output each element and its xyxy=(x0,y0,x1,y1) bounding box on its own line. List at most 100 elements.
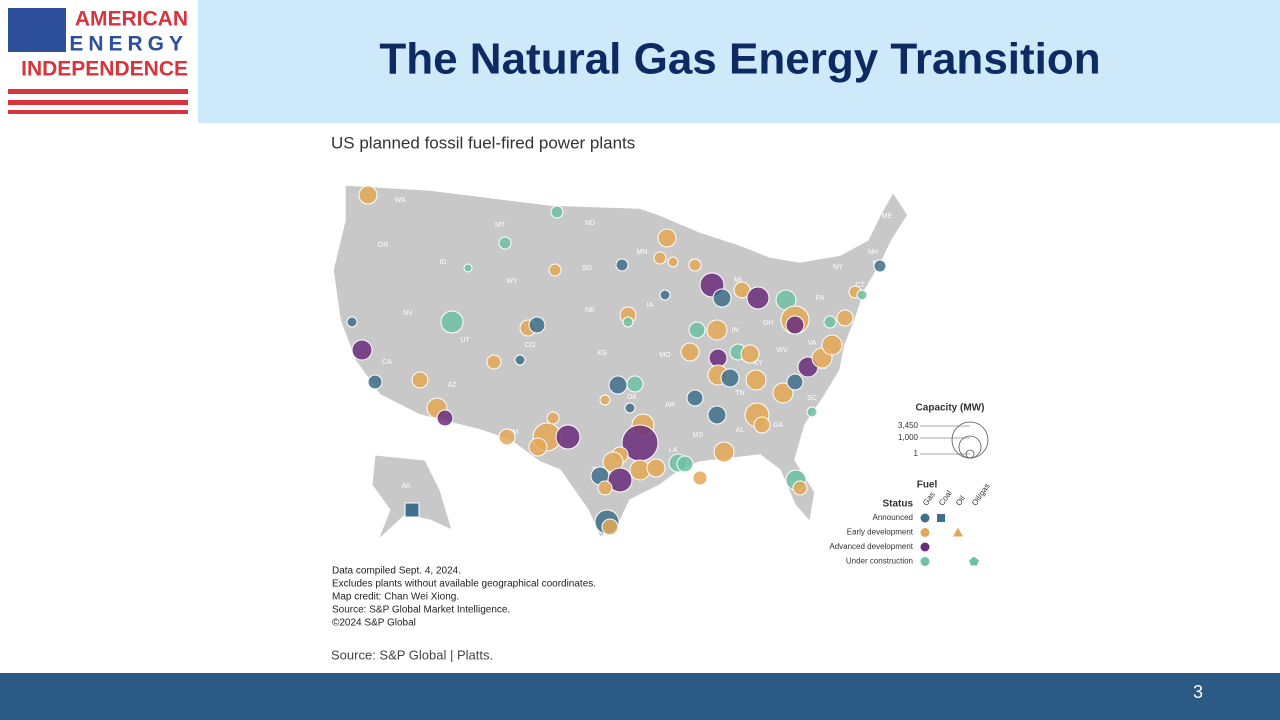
logo-line: INDEPENDENCE xyxy=(21,58,188,81)
plant-bubble xyxy=(608,375,628,395)
plant-bubble xyxy=(836,309,854,327)
state-label: ND xyxy=(585,220,595,227)
plant-bubble xyxy=(607,467,633,493)
map-title: US planned fossil fuel-fired power plant… xyxy=(331,133,635,152)
state-label: VT xyxy=(856,239,866,246)
plant-bubble xyxy=(707,405,727,425)
plant-bubble xyxy=(667,256,679,268)
plant-bubble xyxy=(746,286,770,310)
state-label: WV xyxy=(776,347,788,354)
state-label: ME xyxy=(882,213,893,220)
state-label: MT xyxy=(495,222,506,229)
state-label: NH xyxy=(868,249,878,256)
slide-title: The Natural Gas Energy Transition xyxy=(379,35,1100,84)
legend-marker xyxy=(920,542,930,552)
note-line: Map credit: Chan Wei Xiong. xyxy=(332,592,459,603)
plant-bubble xyxy=(653,251,667,265)
legend-marker xyxy=(920,513,930,523)
state-label: NV xyxy=(403,310,413,317)
status-label: Announced xyxy=(873,513,913,522)
capacity-circle xyxy=(951,421,989,459)
plant-bubble xyxy=(713,441,735,463)
fuel-label: Oil xyxy=(954,494,967,507)
header-band xyxy=(198,0,1280,123)
capacity-label: 1 xyxy=(914,449,919,458)
plant-bubble xyxy=(599,394,611,406)
plant-bubble xyxy=(555,424,581,450)
plant-bubble xyxy=(753,416,771,434)
plant-bubble xyxy=(411,371,429,389)
state-label: AK xyxy=(401,483,411,490)
plant-bubble xyxy=(486,354,502,370)
plant-bubble xyxy=(514,354,526,366)
plant-bubble xyxy=(740,344,760,364)
fuel-label: Gas xyxy=(921,490,937,507)
state-label: UT xyxy=(460,337,470,344)
state-label: KY xyxy=(753,360,763,367)
state-label: AR xyxy=(665,402,675,409)
state-label: CT xyxy=(855,282,865,289)
state-label: ID xyxy=(440,259,447,266)
plant-bubble xyxy=(436,409,454,427)
legend-title: Capacity (MW) xyxy=(916,403,985,414)
note-line: Excludes plants without available geogra… xyxy=(332,579,596,590)
page-number: 3 xyxy=(1193,682,1203,702)
plant-bubble xyxy=(821,334,843,356)
state-label: SD xyxy=(582,265,592,272)
plant-bubble xyxy=(601,518,619,536)
plant-bubble xyxy=(688,321,706,339)
status-label: Under construction xyxy=(846,557,913,566)
state-label: MI xyxy=(734,277,742,284)
logo-line: ENERGY xyxy=(69,33,188,56)
status-label: Early development xyxy=(847,528,914,537)
plant-bubble xyxy=(463,263,473,273)
status-label: Advanced development xyxy=(829,542,913,551)
plant-bubble xyxy=(785,315,805,335)
plant-bubble xyxy=(346,316,358,328)
state-label: OR xyxy=(378,242,389,249)
plant-bubble xyxy=(367,374,383,390)
legend-marker xyxy=(969,556,979,566)
plant-bubble xyxy=(440,310,464,334)
plant-bubble xyxy=(548,263,562,277)
plant-bubble xyxy=(528,316,546,334)
state-label: GA xyxy=(773,422,783,429)
state-label: NY xyxy=(833,264,843,271)
plant-bubble xyxy=(498,428,516,446)
note-line: Data compiled Sept. 4, 2024. xyxy=(332,566,461,577)
plant-bubble xyxy=(358,185,378,205)
plant-bubble xyxy=(646,458,666,478)
legend-title: Fuel xyxy=(917,480,938,491)
plant-bubble xyxy=(626,375,644,393)
plant-bubble xyxy=(615,258,629,272)
plant-bubble xyxy=(745,369,767,391)
state-label: CO xyxy=(525,342,536,349)
flag xyxy=(8,8,66,52)
state-label: OK xyxy=(627,394,637,401)
source: Source: S&P Global | Platts. xyxy=(331,647,493,662)
plant-bubble xyxy=(823,315,837,329)
plant-bubble xyxy=(351,339,373,361)
state-label: TN xyxy=(735,390,744,397)
fuel-label: Oil/gas xyxy=(970,482,992,508)
state-label: LA xyxy=(669,447,678,454)
plant-bubble xyxy=(550,205,564,219)
plant-bubble xyxy=(528,437,548,457)
plant-bubble xyxy=(786,373,804,391)
plant-bubble xyxy=(546,411,560,425)
legend-title: Status xyxy=(882,499,913,510)
legend-marker xyxy=(953,527,963,537)
state-label: CA xyxy=(382,359,392,366)
state-label: RI xyxy=(880,280,887,287)
state-label: KS xyxy=(597,350,607,357)
state-label: MO xyxy=(659,352,671,359)
plant-bubble xyxy=(720,368,740,388)
plant-bubble xyxy=(676,455,694,473)
logo-line: AMERICAN xyxy=(75,8,188,31)
state-label: IA xyxy=(647,302,654,309)
state-label: DE xyxy=(853,322,863,329)
plant-bubble xyxy=(873,259,887,273)
state-label: PA xyxy=(816,295,825,302)
state-label: MS xyxy=(693,432,704,439)
